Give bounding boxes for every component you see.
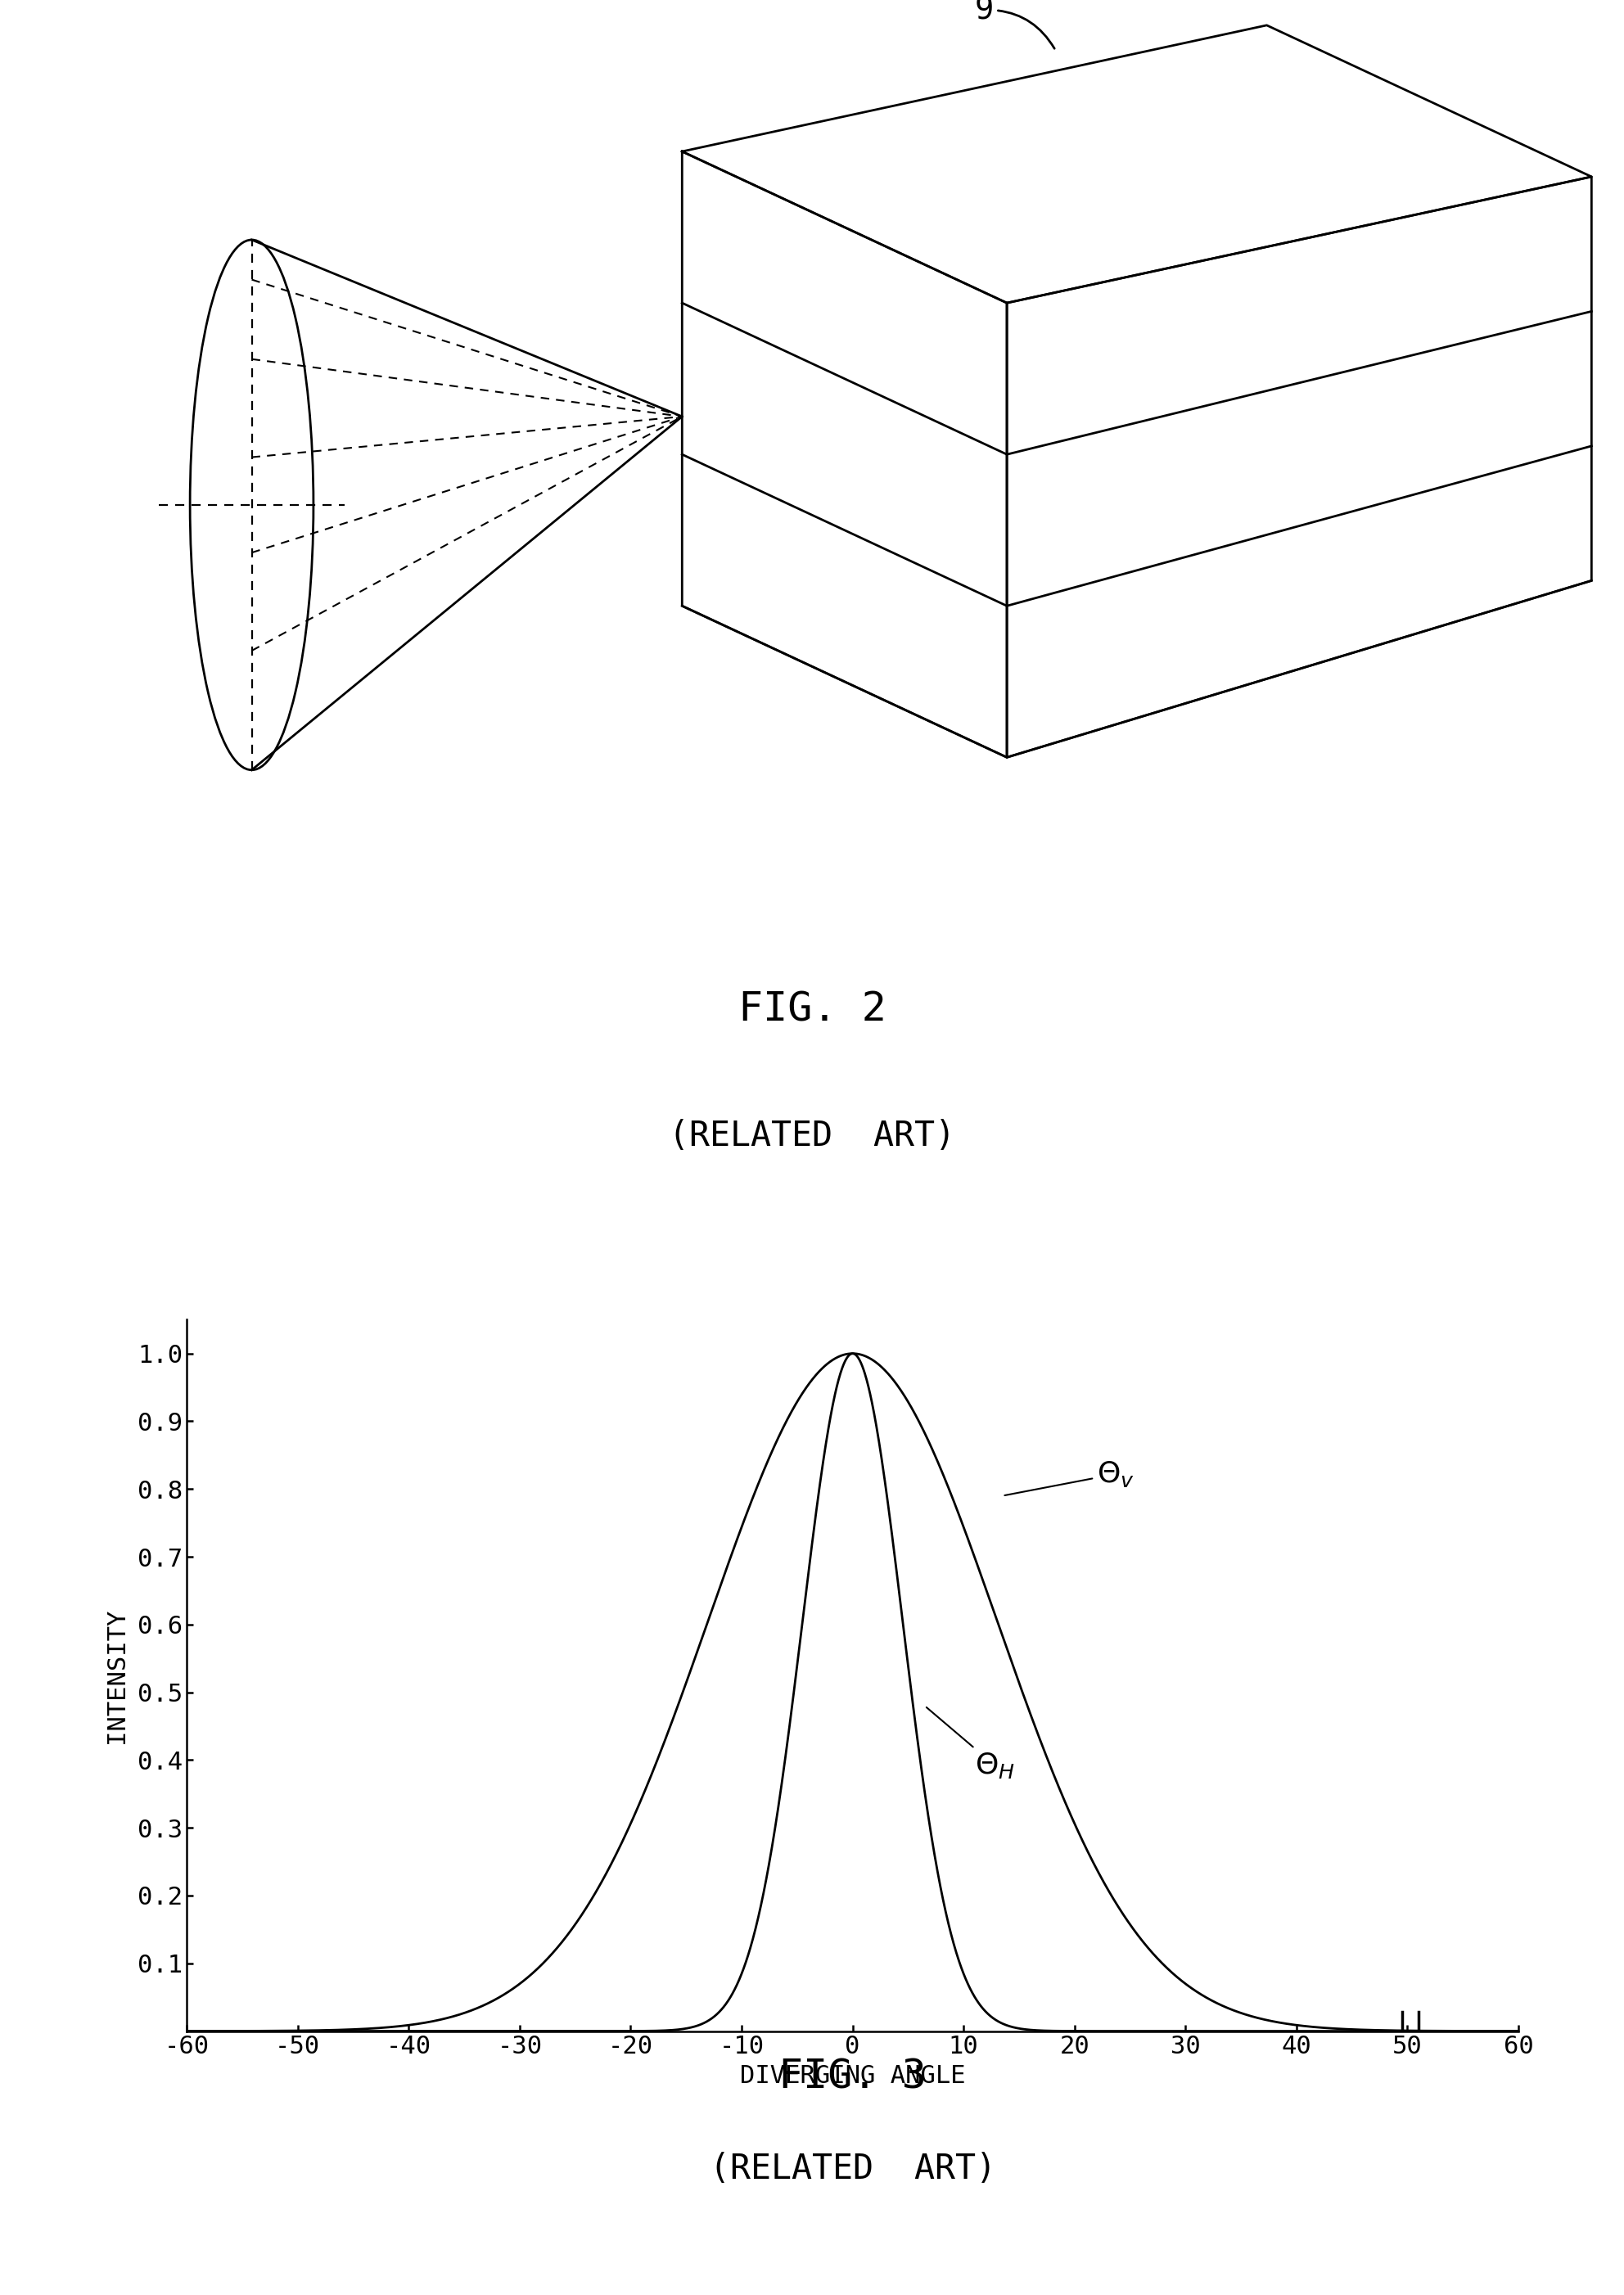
Text: FIG. 3: FIG. 3 <box>778 2056 927 2098</box>
Text: (RELATED  ART): (RELATED ART) <box>669 1120 955 1152</box>
Text: $\Theta_v$: $\Theta_v$ <box>1005 1460 1135 1496</box>
Y-axis label: INTENSITY: INTENSITY <box>106 1609 128 1742</box>
X-axis label: DIVERGING ANGLE: DIVERGING ANGLE <box>741 2066 965 2088</box>
Text: (RELATED  ART): (RELATED ART) <box>710 2153 996 2185</box>
Text: $\Theta_H$: $\Theta_H$ <box>926 1707 1015 1781</box>
Text: 9: 9 <box>974 0 1054 48</box>
Text: FIG. 2: FIG. 2 <box>737 989 887 1030</box>
